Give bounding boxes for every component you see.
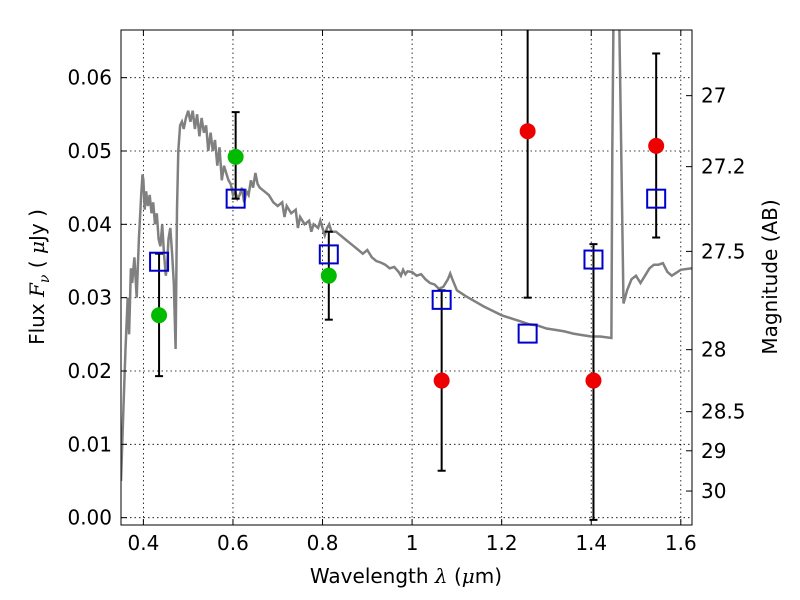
green-point: [151, 307, 168, 324]
red-point: [648, 137, 665, 154]
green-point: [227, 148, 244, 165]
green-points: [151, 148, 337, 324]
y-axis-title: Flux Fν ( μJy ): [25, 209, 53, 345]
x-axis-title: Wavelength λ (μm): [310, 564, 502, 588]
x-tick-label: 1: [406, 531, 419, 555]
y2-tick-label: 27: [701, 84, 726, 108]
y2-tick-label: 30: [701, 479, 726, 503]
red-point: [433, 372, 450, 389]
model-flux-square: [431, 289, 452, 310]
y-tick-label: 0.04: [67, 212, 112, 236]
y-tick-label: 0.00: [67, 506, 112, 530]
red-points: [433, 123, 665, 389]
x-tick-label: 1.4: [575, 531, 607, 555]
green-point: [320, 267, 337, 284]
model-flux-square: [646, 188, 667, 209]
y2-axis-title: Magnitude (AB): [758, 199, 782, 354]
model-flux-square: [583, 249, 604, 270]
y-tick-label: 0.01: [67, 432, 112, 456]
y2-tick-label: 27.5: [701, 239, 746, 263]
y2-tick-label: 29: [701, 439, 726, 463]
x-tick-label: 0.6: [217, 531, 249, 555]
red-point: [585, 372, 602, 389]
x-tick-label: 0.4: [127, 531, 159, 555]
x-axis-ticks: 0.4 0.6 0.8 1 1.2 1.4 1.6: [127, 30, 697, 555]
model-flux-square: [225, 188, 246, 209]
y-axis-ticks: 0.00 0.01 0.02 0.03 0.04 0.05 0.06: [67, 66, 127, 530]
y2-tick-label: 28: [701, 338, 726, 362]
plot-frame: [120, 29, 693, 526]
y-tick-label: 0.06: [67, 66, 112, 90]
model-flux-square: [318, 244, 339, 265]
x-tick-label: 0.8: [307, 531, 339, 555]
model-flux-square: [517, 323, 538, 344]
y2-axis-ticks: 27 27.2 27.5 28 28.5 29 30: [686, 84, 746, 503]
red-point: [519, 123, 536, 140]
y2-tick-label: 27.2: [701, 155, 746, 179]
model-spectrum-line: [121, 30, 692, 482]
plot-background: [121, 30, 692, 525]
y2-tick-label: 28.5: [701, 400, 746, 424]
x-tick-label: 1.2: [486, 531, 518, 555]
y-tick-label: 0.03: [67, 286, 112, 310]
x-tick-label: 1.6: [665, 531, 697, 555]
model-flux-markers: [149, 188, 667, 344]
y-tick-label: 0.02: [67, 359, 112, 383]
plot-layer: [121, 30, 692, 521]
model-flux-square: [149, 251, 170, 272]
y-tick-label: 0.05: [67, 139, 112, 163]
